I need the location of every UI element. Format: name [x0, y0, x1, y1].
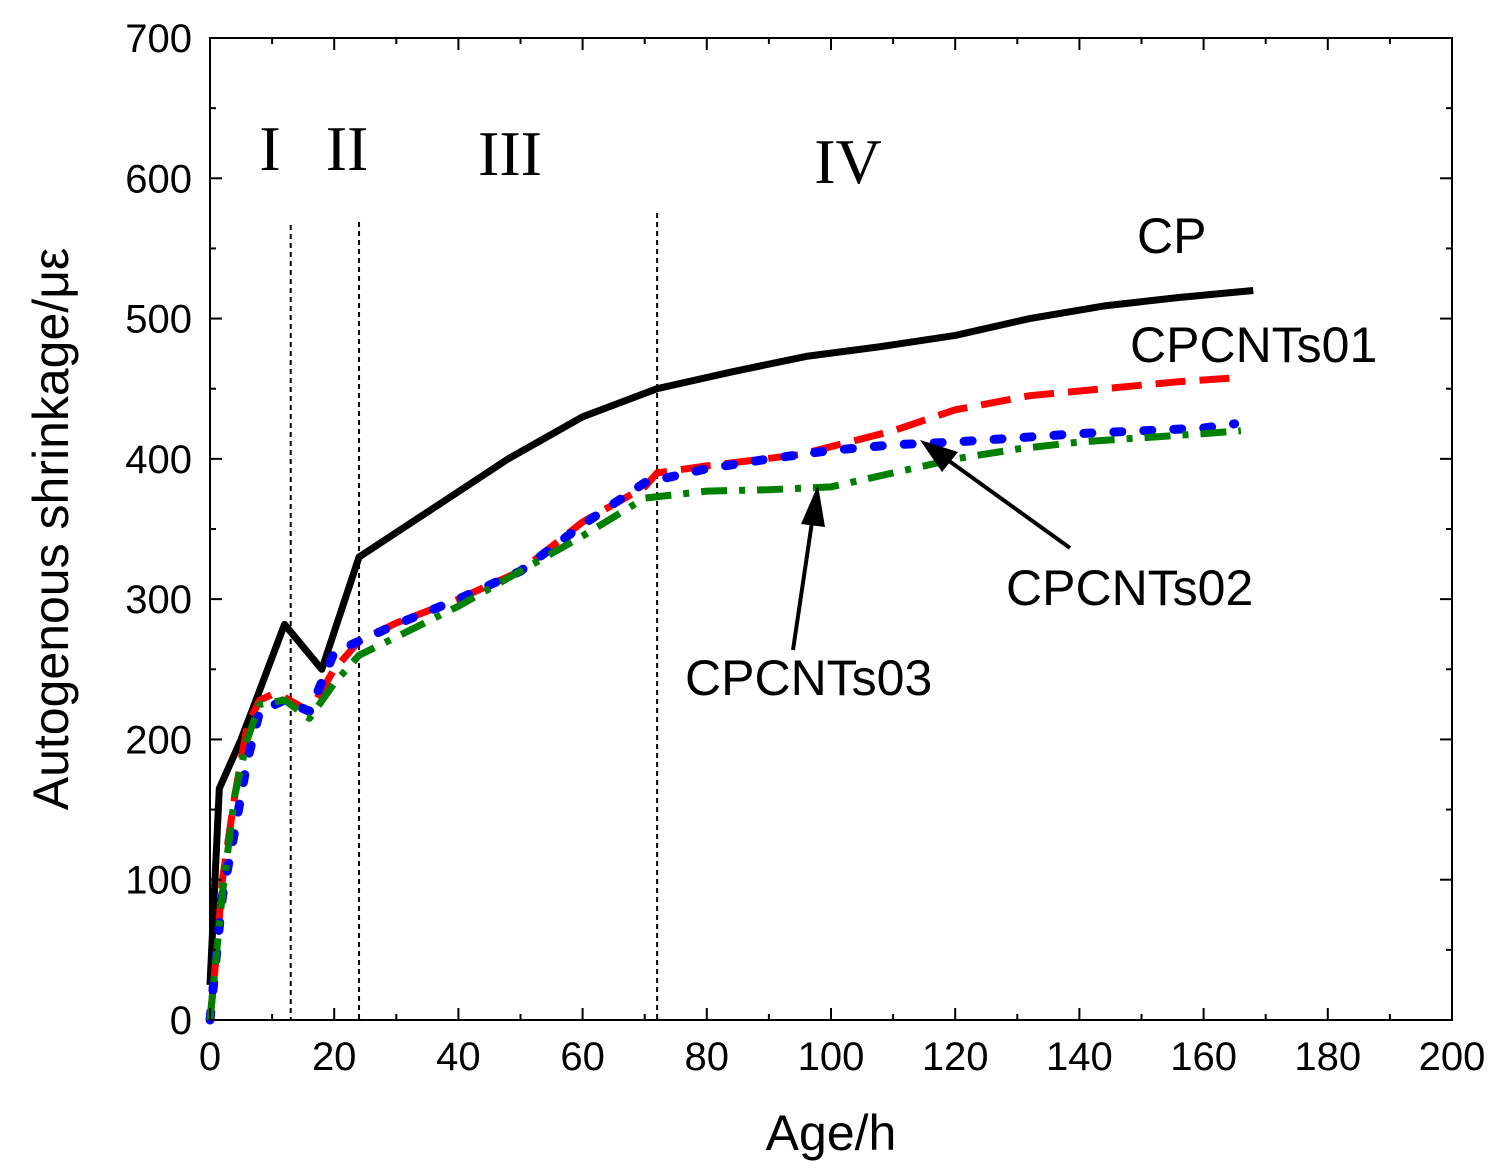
y-tick-label: 700: [125, 17, 192, 61]
series-label-cpcnts01: CPCNTs01: [1130, 317, 1377, 373]
x-tick-label: 120: [922, 1035, 989, 1079]
x-tick-label: 20: [312, 1035, 357, 1079]
stage-label-4: IV: [814, 126, 882, 197]
x-tick-label: 140: [1046, 1035, 1113, 1079]
x-tick-label: 200: [1419, 1035, 1486, 1079]
series-layer: [205, 287, 1254, 1025]
arrow-cpcnts02: [943, 456, 1072, 550]
arrow-head-cpcnts02-icon: [920, 440, 958, 472]
series-label-cp: CP: [1137, 208, 1206, 264]
x-tick-label: 40: [436, 1035, 481, 1079]
y-tick-label: 600: [125, 157, 192, 201]
series-line-cpcnts03: [206, 427, 1242, 1021]
series-label-cpcnts02: CPCNTs02: [1006, 560, 1253, 616]
x-tick-label: 0: [199, 1035, 221, 1079]
x-tick-label: 160: [1170, 1035, 1237, 1079]
stage-dividers: [289, 213, 659, 1020]
x-tick-label: 180: [1294, 1035, 1361, 1079]
series-line-cp: [206, 287, 1254, 986]
x-tick-label: 100: [798, 1035, 865, 1079]
y-tick-label: 400: [125, 438, 192, 482]
stage-label-2: II: [326, 113, 369, 184]
x-axis-title: Age/h: [766, 1105, 897, 1161]
series-label-cpcnts03: CPCNTs03: [685, 650, 932, 706]
x-tick-label: 60: [560, 1035, 605, 1079]
axis-ticks: 0 20 40 60 80 100 120 140 160 180 200 0 100 200 300 400…: [125, 17, 1485, 1079]
arrow-head-cpcnts03-icon: [801, 485, 825, 527]
y-tick-label: 200: [125, 718, 192, 762]
x-tick-label: 80: [685, 1035, 730, 1079]
y-tick-label: 300: [125, 578, 192, 622]
y-axis-title: Autogenous shrinkage/με: [23, 248, 79, 811]
y-tick-label: 500: [125, 298, 192, 342]
stage-label-3: III: [478, 118, 542, 189]
y-tick-label: 0: [170, 999, 192, 1043]
stage-label-1: I: [259, 113, 280, 184]
arrow-cpcnts03: [791, 521, 814, 651]
y-tick-label: 100: [125, 859, 192, 903]
series-line-cpcnts02: [205, 419, 1240, 1025]
